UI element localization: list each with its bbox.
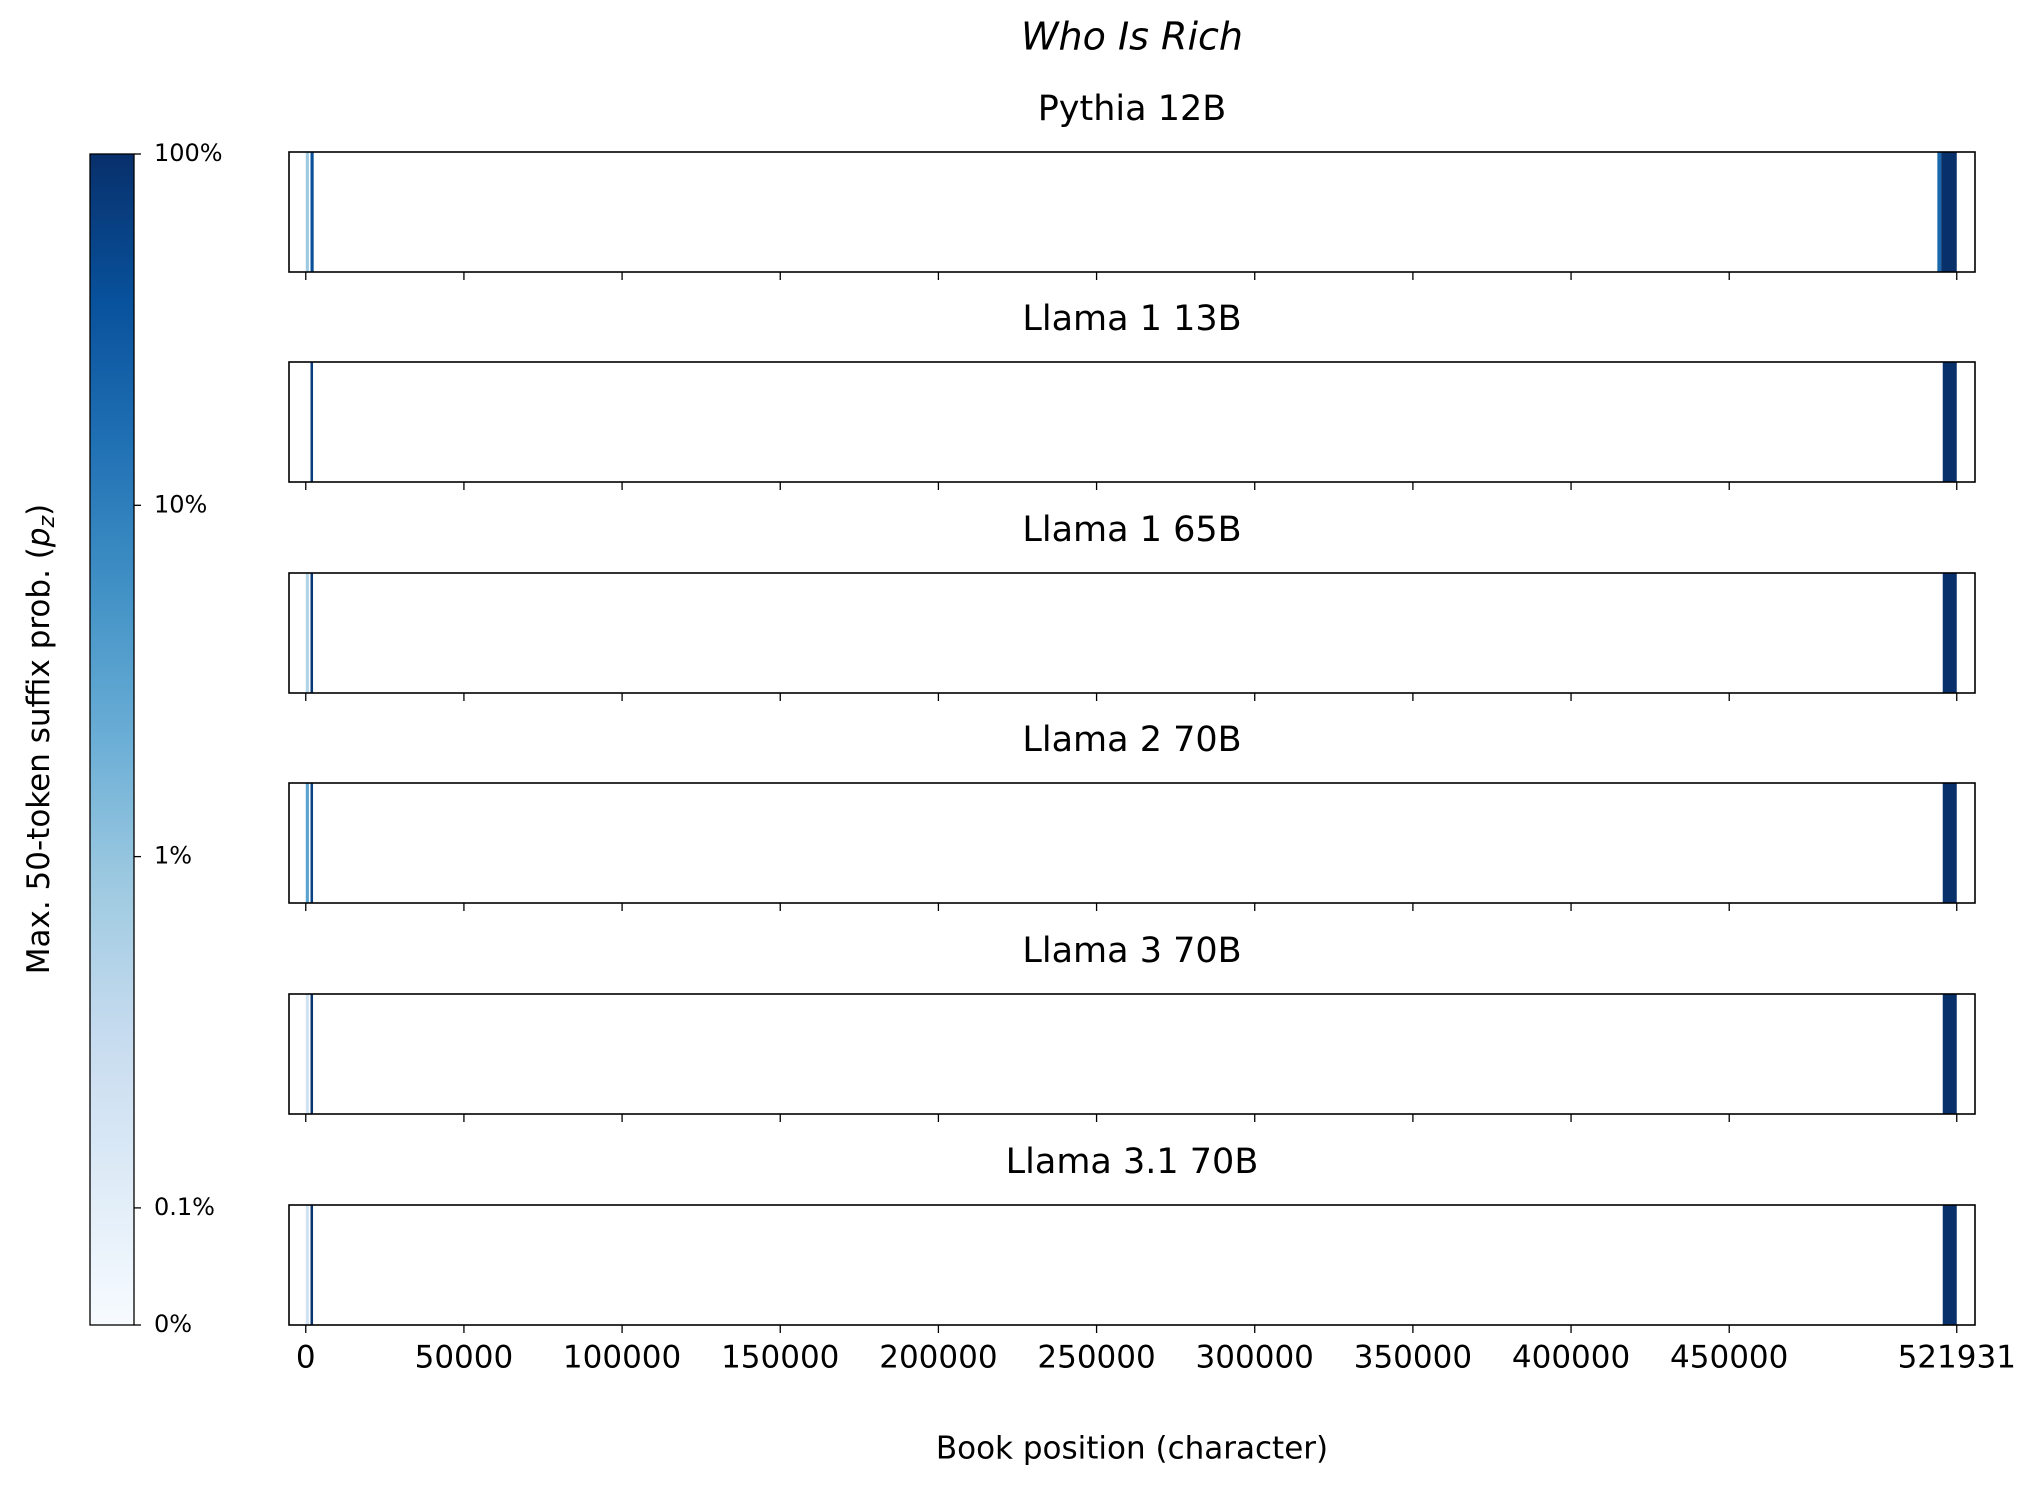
strip-background (289, 783, 1975, 903)
x-tick-label: 450000 (1670, 1340, 1788, 1376)
subplot-title: Pythia 12B (1038, 89, 1227, 129)
heat-cell (310, 573, 314, 693)
strip-background (289, 994, 1975, 1114)
heat-cell (1942, 573, 1957, 693)
heat-cell (1942, 994, 1957, 1114)
x-tick-label: 0 (296, 1340, 316, 1376)
x-axis-label: Book position (character) (936, 1431, 1328, 1467)
colorbar (89, 153, 135, 1326)
heat-cell (1942, 783, 1957, 903)
x-tick-label: 200000 (879, 1340, 997, 1376)
colorbar-label-subscript: z (35, 515, 60, 528)
subplot-title: Llama 3.1 70B (1006, 1142, 1259, 1182)
heat-cell (305, 783, 309, 903)
strip-frame (288, 361, 1976, 483)
subplot-title: Llama 2 70B (1022, 720, 1241, 760)
subplot-title: Llama 1 65B (1022, 510, 1241, 550)
strip-background (289, 362, 1975, 482)
colorbar-label-symbol: p (21, 527, 57, 548)
x-tick-label: 300000 (1196, 1340, 1314, 1376)
colorbar-tick-label: 100% (154, 139, 223, 167)
chart-title: Who Is Rich (1021, 15, 1243, 59)
subplot-title: Llama 3 70B (1022, 931, 1241, 971)
strip-frame (288, 572, 1976, 694)
heat-cell (310, 994, 314, 1114)
x-tick-label: 400000 (1512, 1340, 1630, 1376)
heat-cell (310, 152, 314, 272)
strip-frame (288, 782, 1976, 904)
subplot-title: Llama 1 13B (1022, 299, 1241, 339)
x-tick-label: 521931 (1898, 1340, 2016, 1376)
heat-cell (310, 783, 314, 903)
x-tick-label: 250000 (1037, 1340, 1155, 1376)
strip-frame (288, 993, 1976, 1115)
heat-cell (1942, 362, 1957, 482)
colorbar-label-text: Max. 50-token suffix prob. ( (21, 547, 57, 974)
x-tick-label: 100000 (563, 1340, 681, 1376)
colorbar-tick-label: 10% (154, 490, 207, 518)
colorbar-tick-label: 0% (154, 1310, 192, 1338)
colorbar-tick-label: 1% (154, 842, 192, 870)
strip-background (289, 1205, 1975, 1325)
x-tick-label: 50000 (415, 1340, 514, 1376)
strip-background (289, 152, 1975, 272)
colorbar-label-close: ) (21, 504, 57, 516)
strip-frame (288, 151, 1976, 273)
heat-cell (1942, 1205, 1957, 1325)
colorbar-label: Max. 50-token suffix prob. (pz) (21, 504, 61, 975)
heat-cell (305, 573, 309, 693)
heat-cell (310, 1205, 314, 1325)
heat-cell (305, 1205, 309, 1325)
strip-frame (288, 1204, 1976, 1326)
x-tick-label: 150000 (721, 1340, 839, 1376)
colorbar-tick-label: 0.1% (154, 1193, 215, 1221)
x-tick-label: 350000 (1354, 1340, 1472, 1376)
heat-cell (1941, 152, 1957, 272)
heat-cell (310, 362, 314, 482)
heat-cell (305, 994, 309, 1114)
heat-cell (305, 152, 309, 272)
strip-background (289, 573, 1975, 693)
heat-cell (1937, 152, 1942, 272)
